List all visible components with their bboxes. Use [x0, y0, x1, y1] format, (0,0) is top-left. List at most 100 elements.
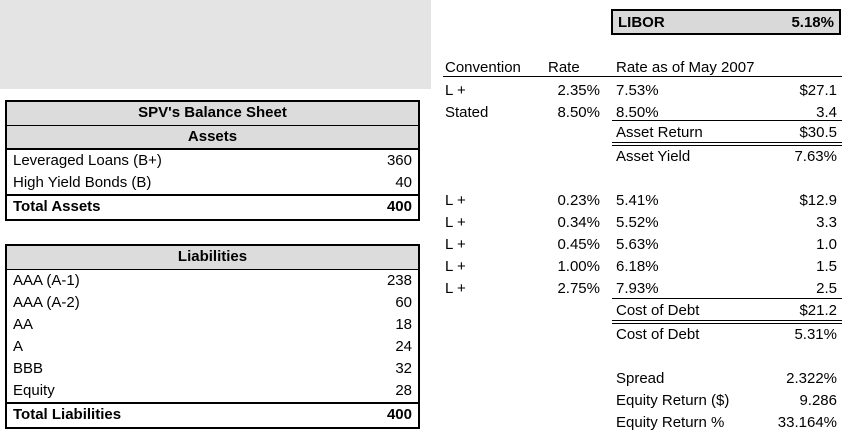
- table-row: BBB 32: [6, 358, 419, 380]
- equity-return-pct-row: Equity Return % 33.164%: [0, 413, 859, 432]
- convention-cell: L +: [445, 236, 466, 253]
- table-row: AA 18: [6, 314, 419, 336]
- total-liabilities-label: Total Liabilities: [6, 401, 213, 428]
- total-assets-label: Total Assets: [6, 193, 213, 220]
- liability-label: AAA (A-2): [13, 293, 80, 311]
- amount-cell: 1.0: [816, 236, 837, 253]
- current-rate-cell: 6.18%: [616, 258, 659, 275]
- liability-label: AA: [13, 315, 34, 333]
- convention-cell: L +: [445, 192, 466, 209]
- asset-return-row: Asset Return $30.5: [0, 123, 859, 142]
- liability-label: BBB: [13, 359, 44, 377]
- asset-label: Leveraged Loans (B+): [13, 151, 162, 169]
- table-row: SPV's Balance Sheet: [6, 101, 419, 126]
- cost-of-debt-pct-row: Cost of Debt 5.31%: [0, 325, 859, 344]
- balance-sheet-title: SPV's Balance Sheet: [6, 101, 419, 126]
- spread-value: 2.322%: [786, 370, 837, 387]
- cost-of-debt-label: Cost of Debt: [616, 326, 700, 343]
- debt-rate-row: L + 1.00% 6.18% 1.5: [0, 257, 859, 276]
- rate-header: Rate: [548, 59, 580, 76]
- table-row: Liabilities: [6, 245, 419, 270]
- cost-of-debt-dollar-value: $21.2: [799, 302, 837, 319]
- amount-cell: 3.4: [816, 104, 837, 121]
- debt-rate-row: L + 0.34% 5.52% 3.3: [0, 213, 859, 232]
- asset-yield-value: 7.63%: [794, 148, 837, 165]
- liability-value: 60: [395, 293, 412, 311]
- table-row: AAA (A-2) 60: [6, 292, 419, 314]
- current-rate-cell: 7.53%: [616, 82, 659, 99]
- liability-value: 28: [395, 381, 412, 399]
- current-rate-cell: 5.63%: [616, 236, 659, 253]
- liability-value: 32: [395, 359, 412, 377]
- asset-value: 360: [386, 151, 412, 169]
- table-row: Total Assets 400: [6, 193, 419, 220]
- rate-cell: 2.75%: [557, 280, 600, 297]
- liability-label: Equity: [13, 381, 55, 399]
- rate-cell: 0.45%: [557, 236, 600, 253]
- amount-cell: $12.9: [799, 192, 837, 209]
- convention-header: Convention: [445, 59, 521, 76]
- equity-return-pct-value: 33.164%: [777, 414, 837, 431]
- rate-table-header: Convention Rate Rate as of May 2007: [0, 58, 859, 77]
- debt-rate-row: L + 0.45% 5.63% 1.0: [0, 235, 859, 254]
- debt-rate-row: L + 2.75% 7.93% 2.5: [0, 279, 859, 298]
- libor-box: LIBOR 5.18%: [611, 9, 841, 35]
- equity-return-dollar-value: 9.286: [799, 392, 837, 409]
- header-underline: [443, 76, 842, 77]
- liability-value: 238: [386, 271, 412, 289]
- liability-label: A: [13, 337, 24, 355]
- asset-return-topline: [612, 120, 842, 121]
- assets-section-header: Assets: [6, 125, 419, 150]
- blank-grey-panel: [0, 0, 431, 89]
- asset-yield-row: Asset Yield 7.63%: [0, 147, 859, 166]
- asset-rate-row: L + 2.35% 7.53% $27.1: [0, 81, 859, 100]
- libor-label: LIBOR: [618, 13, 665, 31]
- current-rate-cell: 5.41%: [616, 192, 659, 209]
- cost-of-debt-dollar-row: Cost of Debt $21.2: [0, 301, 859, 320]
- table-row: AAA (A-1) 238: [6, 269, 419, 292]
- rate-cell: 2.35%: [557, 82, 600, 99]
- libor-value: 5.18%: [791, 13, 834, 31]
- rate-asof-header: Rate as of May 2007: [616, 59, 755, 76]
- equity-return-pct-label: Equity Return %: [616, 414, 725, 431]
- current-rate-cell: 5.52%: [616, 214, 659, 231]
- table-row: A 24: [6, 336, 419, 358]
- convention-cell: L +: [445, 82, 466, 99]
- current-rate-cell: 7.93%: [616, 280, 659, 297]
- debt-rate-row: L + 0.23% 5.41% $12.9: [0, 191, 859, 210]
- liabilities-section-header: Liabilities: [6, 245, 419, 270]
- total-liabilities-value: 400: [212, 401, 419, 428]
- rate-cell: 1.00%: [557, 258, 600, 275]
- liability-value: 24: [395, 337, 412, 355]
- cost-of-debt-topline: [612, 298, 842, 299]
- table-row: Total Liabilities 400: [6, 401, 419, 428]
- rate-cell: 8.50%: [557, 104, 600, 121]
- spread-row: Spread 2.322%: [0, 369, 859, 388]
- asset-return-label: Asset Return: [616, 124, 703, 141]
- equity-return-dollar-label: Equity Return ($): [616, 392, 730, 409]
- rate-cell: 0.34%: [557, 214, 600, 231]
- convention-cell: L +: [445, 214, 466, 231]
- table-row: Equity 28: [6, 380, 419, 403]
- spv-assets-table: SPV's Balance Sheet Assets Leveraged Loa…: [5, 100, 420, 221]
- cost-of-debt-label: Cost of Debt: [616, 302, 700, 319]
- cost-of-debt-double-underline: [612, 320, 842, 324]
- asset-yield-label: Asset Yield: [616, 148, 691, 165]
- spv-liabilities-table: Liabilities AAA (A-1) 238 AAA (A-2) 60 A…: [5, 244, 420, 429]
- spread-label: Spread: [616, 370, 665, 387]
- asset-rate-row: Stated 8.50% 8.50% 3.4: [0, 103, 859, 122]
- table-row: Assets: [6, 125, 419, 150]
- amount-cell: 2.5: [816, 280, 837, 297]
- asset-return-double-underline: [612, 142, 842, 146]
- asset-return-value: $30.5: [799, 124, 837, 141]
- rate-cell: 0.23%: [557, 192, 600, 209]
- table-row: Leveraged Loans (B+) 360: [6, 149, 419, 172]
- table-row: High Yield Bonds (B) 40: [6, 172, 419, 195]
- amount-cell: 3.3: [816, 214, 837, 231]
- equity-return-dollar-row: Equity Return ($) 9.286: [0, 391, 859, 410]
- total-assets-value: 400: [212, 193, 419, 220]
- current-rate-cell: 8.50%: [616, 104, 659, 121]
- asset-value: 40: [395, 173, 412, 191]
- amount-cell: $27.1: [799, 82, 837, 99]
